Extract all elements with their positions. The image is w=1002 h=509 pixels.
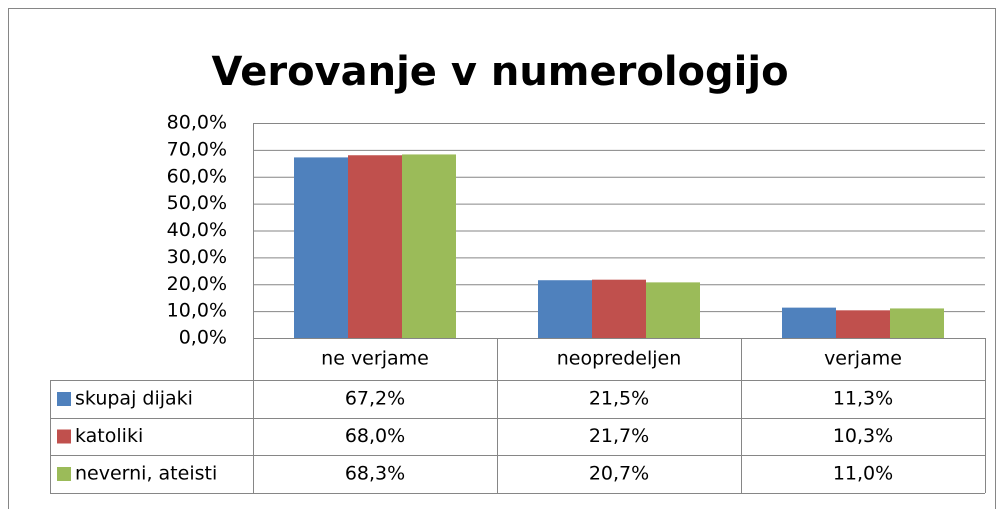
legend-swatch [57, 467, 71, 481]
y-tick-label: 10,0% [167, 300, 227, 322]
bar [836, 310, 890, 338]
table-value: 21,7% [589, 425, 649, 447]
table-value: 10,3% [833, 425, 893, 447]
bar [592, 279, 646, 338]
table-value: 67,2% [345, 388, 405, 410]
table-value: 68,3% [345, 463, 405, 485]
bar [782, 307, 836, 338]
x-tick-label: neopredeljen [557, 348, 682, 370]
table-value: 68,0% [345, 425, 405, 447]
bar [402, 154, 456, 338]
legend-swatch [57, 429, 71, 444]
y-tick-label: 70,0% [167, 138, 227, 160]
table-value: 11,0% [833, 463, 893, 485]
legend-label: katoliki [75, 425, 143, 447]
x-tick-label: verjame [824, 348, 902, 370]
bar [538, 280, 592, 338]
y-tick-label: 0,0% [179, 327, 227, 349]
bar [890, 308, 944, 338]
table-value: 11,3% [833, 388, 893, 410]
y-tick-label: 60,0% [167, 165, 227, 187]
legend-label: neverni, ateisti [75, 463, 217, 485]
bar [348, 155, 402, 338]
chart-title: Verovanje v numerologijo [211, 49, 788, 95]
chart-border [8, 8, 996, 509]
y-tick-label: 20,0% [167, 273, 227, 295]
x-tick-label: ne verjame [321, 348, 429, 370]
legend-swatch [57, 392, 71, 406]
bar [294, 157, 348, 338]
y-tick-label: 40,0% [167, 219, 227, 241]
y-tick-label: 80,0% [167, 112, 227, 134]
legend-label: skupaj dijaki [75, 388, 193, 410]
table-value: 21,5% [589, 388, 649, 410]
bar [646, 282, 700, 338]
table-value: 20,7% [589, 463, 649, 485]
y-tick-label: 50,0% [167, 192, 227, 214]
y-tick-label: 30,0% [167, 246, 227, 268]
